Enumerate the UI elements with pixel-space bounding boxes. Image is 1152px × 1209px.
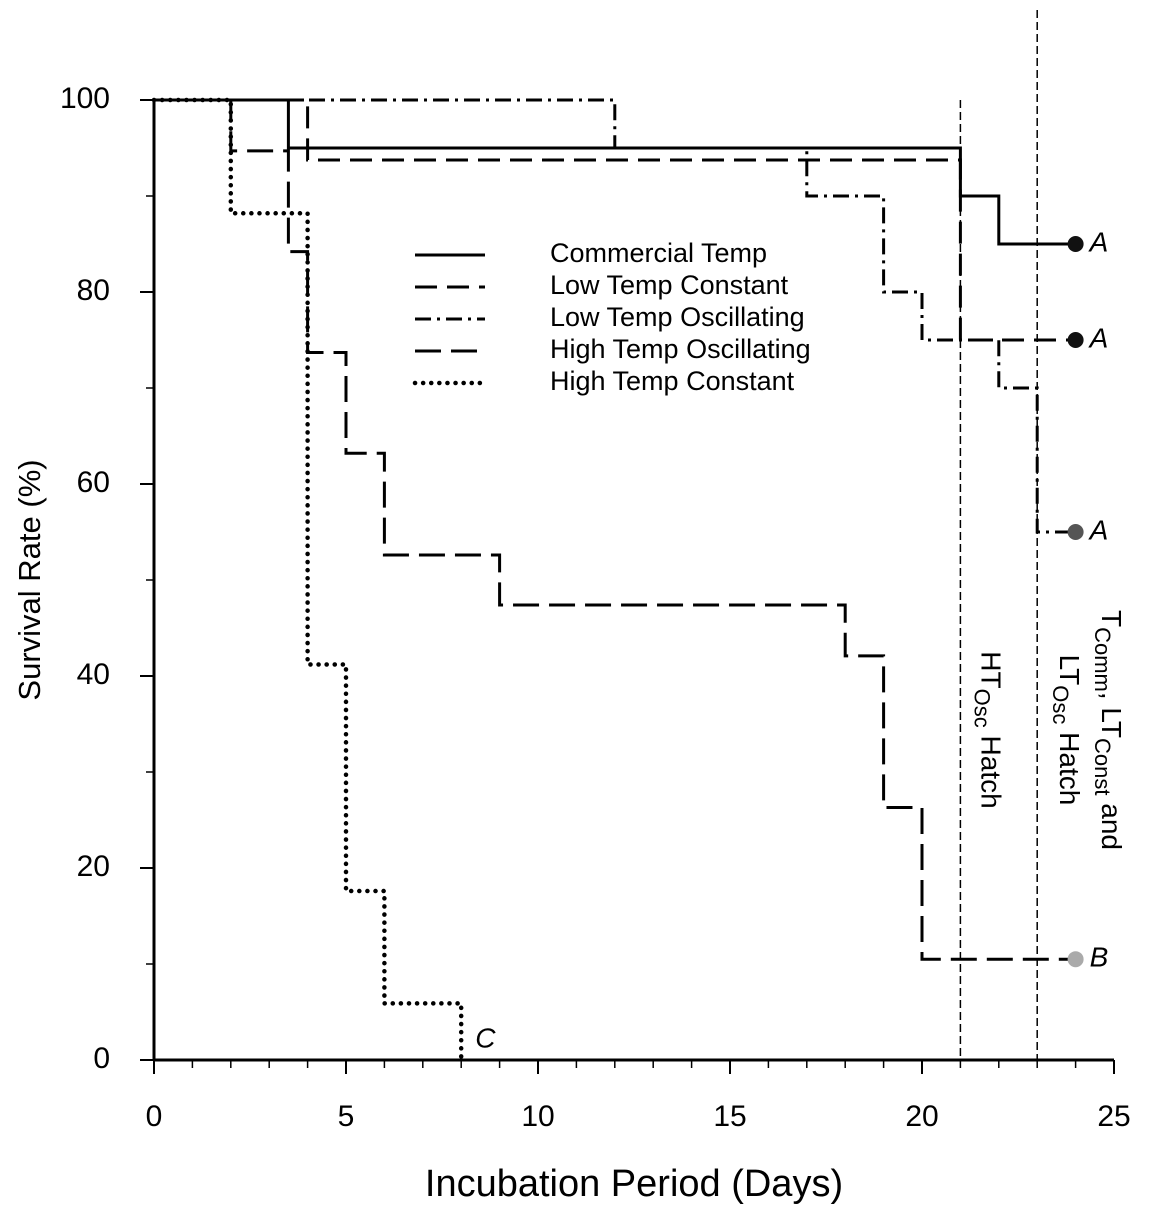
- reference-label-part: Osc: [1048, 685, 1073, 724]
- legend-label: High Temp Constant: [550, 366, 795, 396]
- reference-label: HTOsc Hatch: [970, 651, 1006, 808]
- x-tick-label: 20: [905, 1100, 938, 1133]
- significance-label: C: [475, 1022, 496, 1053]
- x-tick-label: 10: [521, 1100, 554, 1133]
- end-marker: [1067, 524, 1084, 540]
- y-axis-title: Survival Rate (%): [12, 459, 47, 700]
- reference-label: TComm, LTConst and: [1090, 610, 1126, 850]
- x-tick-label: 25: [1097, 1100, 1130, 1133]
- reference-label-part: Const: [1090, 738, 1115, 795]
- legend-label: Commercial Temp: [550, 238, 767, 268]
- reference-label-part: LT: [1054, 655, 1085, 686]
- step-line: [151, 97, 464, 1063]
- end-marker: [1067, 236, 1084, 252]
- step-line: [154, 98, 1076, 534]
- significance-label: B: [1090, 942, 1109, 973]
- step-line: [154, 98, 1076, 961]
- reference-label-part: , LT: [1096, 692, 1127, 738]
- reference-label-part: Comm: [1090, 627, 1115, 692]
- step-line: [154, 98, 1076, 246]
- y-tick-label: 60: [77, 466, 110, 499]
- reference-label-part: Osc: [970, 689, 995, 728]
- significance-label: A: [1088, 226, 1109, 257]
- significance-label: A: [1088, 514, 1109, 545]
- reference-label-part: and: [1096, 796, 1127, 851]
- x-tick-label: 15: [713, 1100, 746, 1133]
- x-tick-label: 0: [146, 1100, 163, 1133]
- legend-label: Low Temp Constant: [550, 270, 789, 300]
- x-tick-label: 5: [338, 1100, 355, 1133]
- end-marker: [1067, 332, 1084, 348]
- y-tick-label: 20: [77, 850, 110, 883]
- reference-label: LTOsc Hatch: [1048, 655, 1084, 806]
- legend-label: High Temp Oscillating: [550, 334, 811, 364]
- y-tick-label: 80: [77, 274, 110, 307]
- significance-label: A: [1088, 322, 1109, 353]
- x-axis-title: Incubation Period (Days): [425, 1163, 843, 1205]
- reference-label-part: HT: [975, 651, 1006, 688]
- legend-label: Low Temp Oscillating: [550, 302, 805, 332]
- reference-label-part: Hatch: [975, 728, 1006, 809]
- reference-label-part: T: [1096, 610, 1127, 627]
- y-tick-label: 0: [93, 1042, 110, 1075]
- y-tick-label: 40: [77, 658, 110, 691]
- end-marker: [1067, 951, 1084, 968]
- reference-label-part: Hatch: [1054, 724, 1085, 805]
- y-tick-label: 100: [60, 82, 110, 115]
